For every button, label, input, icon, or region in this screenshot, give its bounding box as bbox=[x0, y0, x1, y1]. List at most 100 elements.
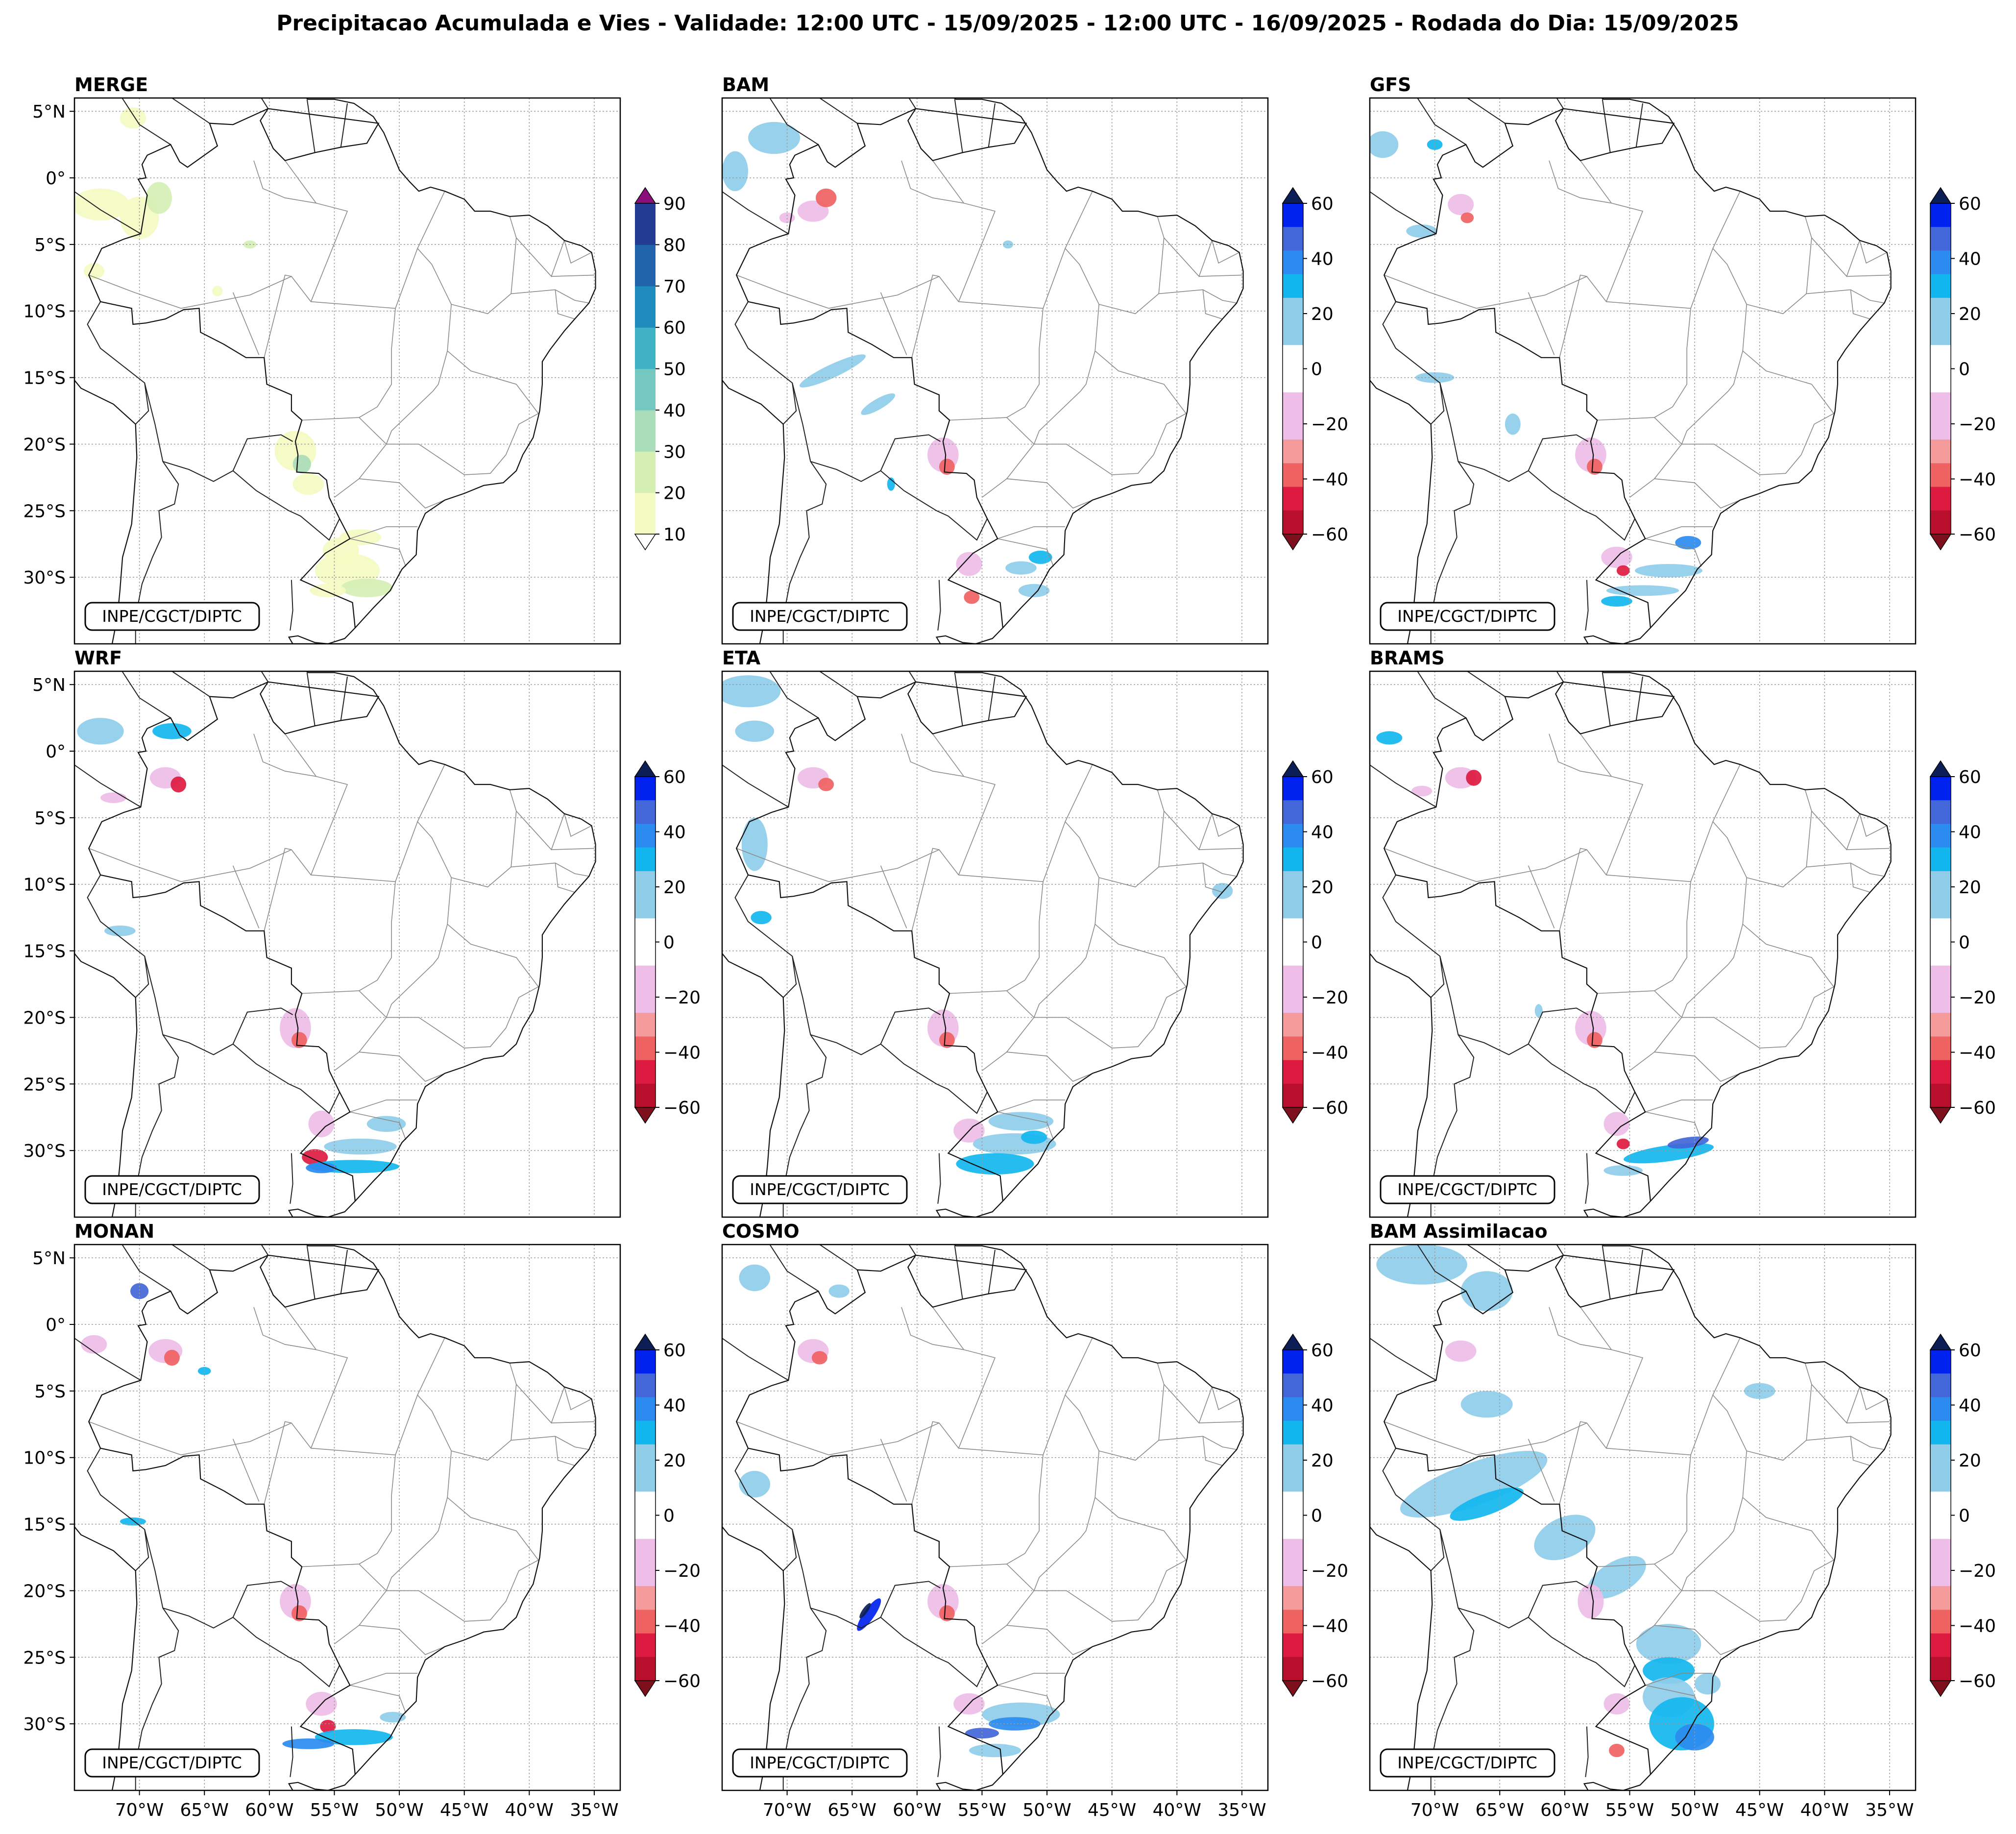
colorbar-segment bbox=[1930, 1562, 1951, 1587]
country-border bbox=[171, 671, 210, 697]
colorbar-tick-label: 40 bbox=[1959, 823, 1981, 843]
colorbar-tick-label: 60 bbox=[663, 1341, 686, 1361]
colorbar-tick-label: 60 bbox=[1959, 194, 1981, 214]
colorbar-segment bbox=[1283, 1036, 1303, 1061]
y-tick-label: 5°N bbox=[32, 102, 66, 122]
field-blob bbox=[1606, 585, 1679, 596]
colorbar-segment bbox=[1930, 1013, 1951, 1037]
state-border bbox=[417, 1337, 445, 1395]
state-border bbox=[1654, 990, 1682, 1018]
state-border bbox=[1846, 848, 1890, 850]
colorbar: 60 40 20 0 −20 −40 −60 bbox=[634, 760, 701, 1124]
field-blob bbox=[1460, 1271, 1513, 1311]
country-border bbox=[988, 103, 996, 147]
state-border bbox=[1033, 391, 1187, 475]
colorbar-segment bbox=[1930, 800, 1951, 824]
panel-cosmo: COSMO INPE/CGCT/DIPTC 70°W 65°W 60°W 55°W 50°W… bbox=[721, 1221, 1348, 1820]
country-border bbox=[1370, 191, 1436, 234]
country-border bbox=[1382, 875, 1445, 998]
colorbar-segment bbox=[1283, 918, 1303, 942]
country-border bbox=[135, 956, 179, 1217]
state-border bbox=[350, 1685, 407, 1713]
colorbar-segment bbox=[1283, 871, 1303, 895]
state-border bbox=[997, 1673, 1066, 1686]
colorbar-extend-min bbox=[1929, 534, 1952, 551]
state-border bbox=[1747, 1363, 1812, 1461]
field-blob bbox=[340, 529, 381, 545]
state-border bbox=[1645, 1673, 1713, 1686]
state-border bbox=[1164, 810, 1213, 851]
colorbar-segment bbox=[1283, 1420, 1303, 1445]
state-border bbox=[1043, 821, 1100, 965]
field-blob bbox=[956, 1153, 1034, 1174]
colorbar-segment bbox=[1930, 1083, 1951, 1108]
state-border bbox=[1806, 289, 1885, 304]
y-tick-label: 0° bbox=[46, 742, 66, 762]
colorbar-segment bbox=[635, 965, 656, 990]
field-blob bbox=[152, 723, 192, 739]
colorbar-tick-label: 40 bbox=[663, 823, 686, 843]
credit-frame bbox=[1380, 602, 1555, 631]
field-blob bbox=[1603, 1112, 1630, 1136]
colorbar-segment bbox=[635, 368, 656, 411]
state-border bbox=[1199, 1421, 1242, 1423]
state-border bbox=[1528, 292, 1555, 355]
state-border bbox=[1202, 1436, 1223, 1466]
colorbar-segment bbox=[1283, 440, 1303, 464]
colorbar-tick-label: −40 bbox=[1959, 470, 1996, 490]
country-border bbox=[121, 98, 171, 145]
credit-label: INPE/CGCT/DIPTC bbox=[1397, 607, 1537, 626]
state-border bbox=[1099, 216, 1165, 315]
state-border bbox=[1384, 848, 1477, 882]
colorbar-extend-min bbox=[634, 534, 656, 551]
country-border bbox=[1635, 1249, 1643, 1294]
colorbar-segment bbox=[1930, 1060, 1951, 1084]
field-blob bbox=[818, 778, 834, 791]
colorbar-segment bbox=[1283, 1397, 1303, 1421]
credit-label: INPE/CGCT/DIPTC bbox=[750, 1180, 890, 1199]
state-border bbox=[264, 1421, 396, 1567]
state-border bbox=[1747, 789, 1812, 888]
map-area bbox=[722, 98, 1268, 644]
country-border bbox=[171, 98, 210, 124]
state-border bbox=[564, 1387, 592, 1411]
state-border bbox=[1712, 764, 1741, 822]
colorbar-segment bbox=[1930, 1036, 1951, 1061]
field-blob bbox=[739, 1264, 771, 1292]
state-border bbox=[1846, 274, 1890, 277]
colorbar-segment bbox=[1930, 368, 1951, 393]
state-border bbox=[1006, 1017, 1093, 1082]
field-blob bbox=[310, 584, 346, 597]
state-border bbox=[1159, 862, 1237, 877]
colorbar-tick-label: −40 bbox=[1959, 1043, 1996, 1063]
field-blob bbox=[282, 1738, 335, 1749]
state-border bbox=[1806, 862, 1885, 877]
field-layer bbox=[1376, 731, 1714, 1176]
field-blob bbox=[120, 107, 146, 129]
map-area bbox=[1370, 671, 1916, 1217]
state-border bbox=[253, 160, 316, 204]
colorbar-segment bbox=[635, 451, 656, 493]
state-border bbox=[350, 1673, 418, 1686]
colorbar-segment bbox=[635, 1539, 656, 1563]
x-tick-label: 35°W bbox=[1217, 1800, 1266, 1820]
state-border bbox=[358, 1590, 445, 1655]
field-blob bbox=[741, 817, 768, 871]
credit-box: INPE/CGCT/DIPTC bbox=[1380, 1748, 1555, 1778]
state-border bbox=[1654, 417, 1682, 444]
country-border bbox=[908, 1245, 917, 1256]
field-blob bbox=[1616, 1138, 1630, 1149]
boundaries bbox=[722, 671, 1244, 1217]
coastline-west bbox=[722, 953, 785, 1217]
state-border bbox=[1690, 1394, 1748, 1538]
credit-label: INPE/CGCT/DIPTC bbox=[102, 607, 242, 626]
state-border bbox=[880, 865, 907, 929]
country-border bbox=[734, 1448, 797, 1571]
state-border bbox=[88, 848, 181, 882]
colorbar-tick-label: −40 bbox=[1959, 1616, 1996, 1637]
colorbar-segment bbox=[1930, 1539, 1951, 1563]
colorbar: 10 20 30 40 50 60 70 80 90 bbox=[634, 187, 686, 551]
state-border bbox=[1859, 1387, 1887, 1411]
country-border bbox=[769, 1245, 819, 1292]
state-border bbox=[1645, 1100, 1713, 1113]
